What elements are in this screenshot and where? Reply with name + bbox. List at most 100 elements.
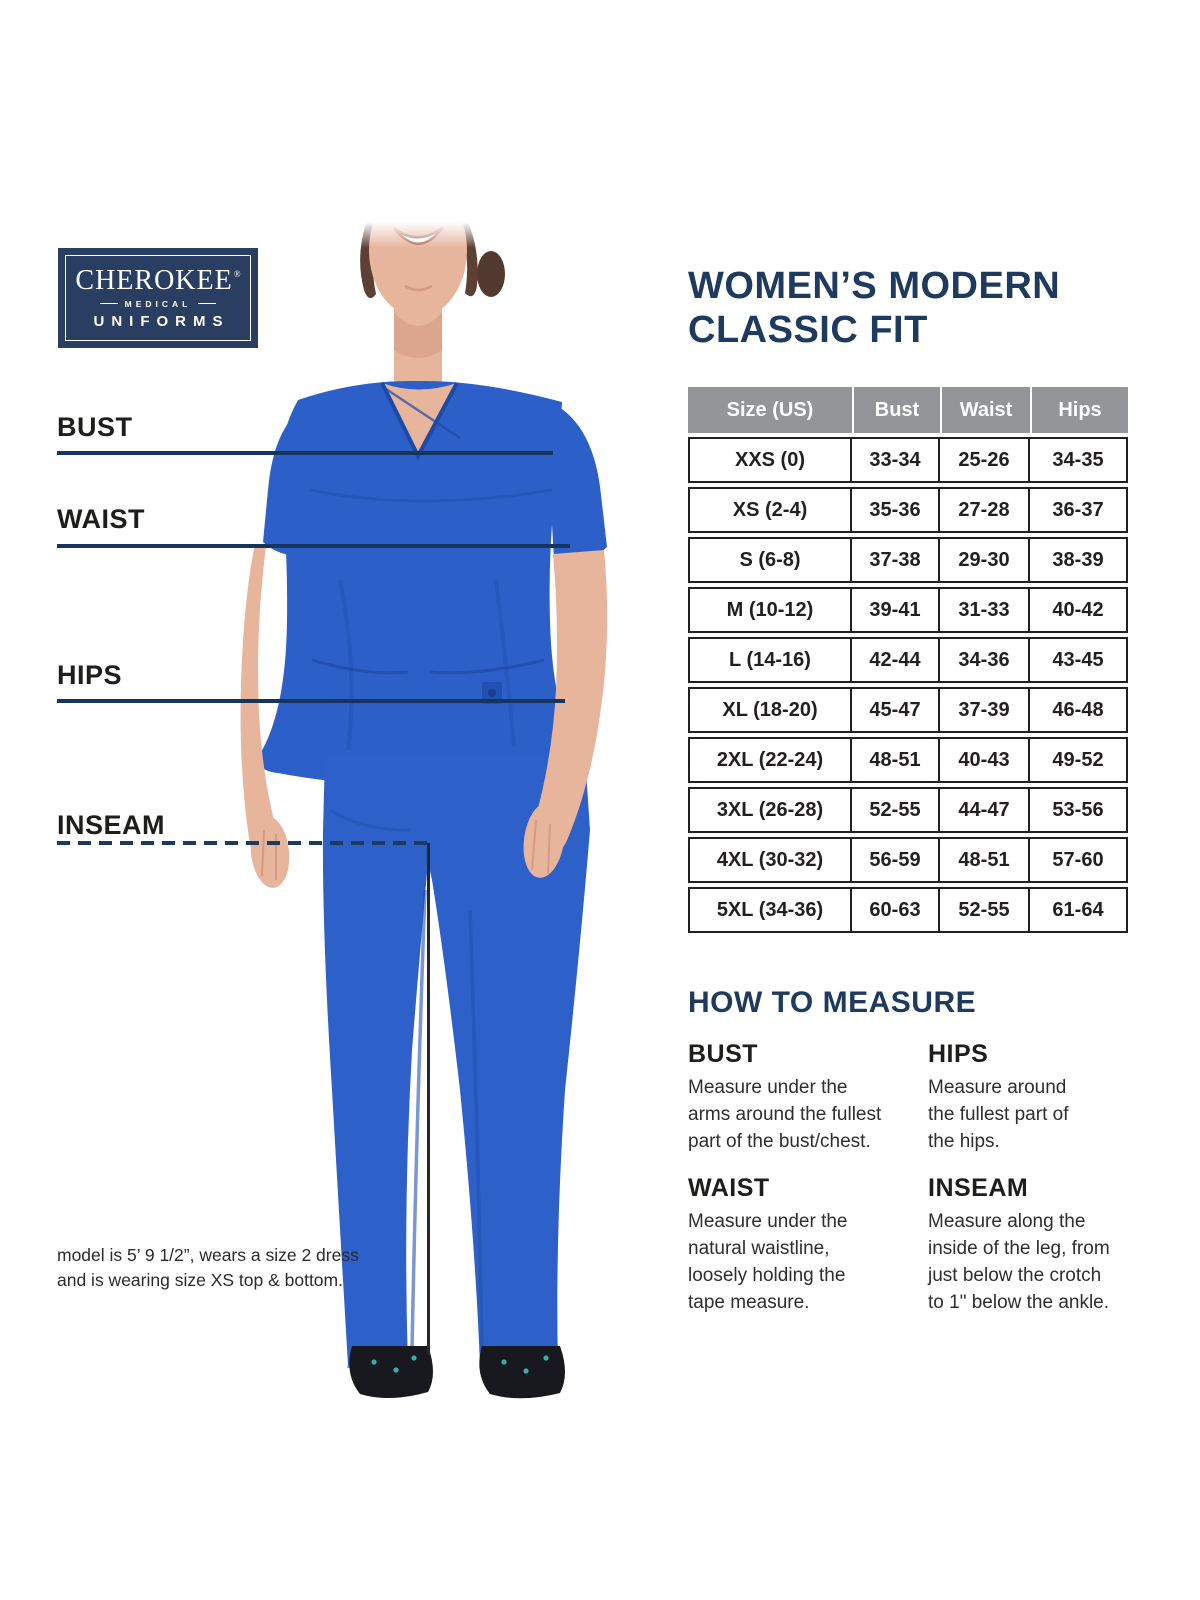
table-cell: 60-63: [850, 889, 938, 931]
table-cell: S (6-8): [739, 548, 801, 571]
table-row: XS (2-4) 35-36 27-28 36-37: [688, 487, 1128, 533]
measure-section-inseam: INSEAM Measure along the inside of the l…: [928, 1174, 1158, 1317]
brand-name: CHEROKEE®: [75, 264, 242, 296]
table-cell: XL (18-20): [722, 698, 818, 721]
measure-section-hips: HIPS Measure around the fullest part of …: [928, 1040, 1158, 1156]
table-cell: 40-43: [938, 739, 1028, 781]
model-scrub-top: [259, 380, 607, 786]
brand-division: MEDICAL: [99, 299, 217, 309]
hips-label: HIPS: [57, 660, 123, 690]
table-row: 2XL (22-24) 48-51 40-43 49-52: [688, 737, 1128, 783]
brand-logo: CHEROKEE® MEDICAL UNIFORMS: [58, 248, 258, 348]
measure-section-bust-body: Measure under the arms around the fulles…: [688, 1077, 882, 1152]
table-cell: 35-36: [850, 489, 938, 531]
table-cell: 5XL (34-36): [716, 898, 824, 921]
table-row: 5XL (34-36) 60-63 52-55 61-64: [688, 887, 1128, 933]
table-cell: 46-48: [1028, 689, 1126, 731]
table-cell: 34-36: [938, 639, 1028, 681]
table-cell: 2XL (22-24): [716, 748, 824, 771]
table-cell: Size (US): [726, 398, 814, 421]
inseam-label: INSEAM: [57, 810, 166, 840]
table-cell: 52-55: [850, 789, 938, 831]
table-cell: 57-60: [1028, 839, 1126, 881]
table-cell: 52-55: [938, 889, 1028, 931]
table-row: S (6-8) 37-38 29-30 38-39: [688, 537, 1128, 583]
table-cell: 56-59: [850, 839, 938, 881]
page-title-line1: WOMEN’S MODERN: [688, 265, 1061, 307]
size-table-rows: XXS (0) 33-34 25-26 34-35 XS (2-4) 35-36 27-28…: [688, 437, 1128, 933]
size-table-header: Size (US) Bust Waist Hips: [688, 387, 1128, 433]
dash-ornament: [99, 302, 118, 305]
waist-label: WAIST: [57, 504, 145, 534]
model-note-line2: and is wearing size XS top & bottom.: [57, 1270, 343, 1291]
how-to-measure-title: HOW TO MEASURE: [688, 986, 977, 1019]
brand-logo-frame: CHEROKEE® MEDICAL UNIFORMS: [65, 255, 251, 341]
table-cell: 25-26: [938, 439, 1028, 481]
table-cell: 31-33: [938, 589, 1028, 631]
table-row: 4XL (30-32) 56-59 48-51 57-60: [688, 837, 1128, 883]
table-cell: 34-35: [1028, 439, 1126, 481]
table-cell: 29-30: [938, 539, 1028, 581]
table-row: L (14-16) 42-44 34-36 43-45: [688, 637, 1128, 683]
table-cell: 44-47: [938, 789, 1028, 831]
table-cell: 36-37: [1028, 489, 1126, 531]
model-arms: [240, 544, 608, 888]
table-cell: 48-51: [938, 839, 1028, 881]
measure-section-hips-title: HIPS: [928, 1040, 989, 1068]
page-title-line2: CLASSIC FIT: [688, 309, 928, 352]
table-cell: L (14-16): [729, 648, 811, 671]
measure-section-waist: WAIST Measure under the natural waistlin…: [688, 1174, 918, 1317]
table-cell: 40-42: [1028, 589, 1126, 631]
table-cell: 37-38: [850, 539, 938, 581]
inseam-vertical-line: [427, 843, 430, 1355]
table-cell: 53-56: [1028, 789, 1126, 831]
table-cell: 49-52: [1028, 739, 1126, 781]
measure-section-inseam-title: INSEAM: [928, 1174, 1029, 1202]
table-cell: M (10-12): [726, 598, 814, 621]
table-cell: 43-45: [1028, 639, 1126, 681]
table-cell: Hips: [1030, 387, 1128, 433]
table-row: XL (18-20) 45-47 37-39 46-48: [688, 687, 1128, 733]
brand-product-line: UNIFORMS: [93, 312, 230, 330]
registered-mark: ®: [233, 268, 242, 279]
table-cell: 4XL (30-32): [716, 848, 824, 871]
measure-section-bust: BUST Measure under the arms around the f…: [688, 1040, 918, 1156]
model-note-line1: model is 5’ 9 1/2”, wears a size 2 dress: [57, 1245, 359, 1265]
table-cell: 27-28: [938, 489, 1028, 531]
model-note: model is 5’ 9 1/2”, wears a size 2 dress…: [57, 1243, 359, 1294]
size-table: Size (US) Bust Waist Hips XXS (0) 33-34 25-26…: [688, 387, 1128, 933]
hips-measure-line: [57, 699, 565, 703]
bust-label: BUST: [57, 412, 133, 442]
photo-fade: [300, 190, 540, 248]
table-cell: 38-39: [1028, 539, 1126, 581]
measure-section-inseam-body: Measure along the inside of the leg, fro…: [928, 1211, 1110, 1313]
waist-measure-line: [57, 544, 570, 548]
measure-section-bust-title: BUST: [688, 1040, 759, 1068]
table-cell: 61-64: [1028, 889, 1126, 931]
table-cell: 48-51: [850, 739, 938, 781]
table-cell: 42-44: [850, 639, 938, 681]
table-row: 3XL (26-28) 52-55 44-47 53-56: [688, 787, 1128, 833]
table-row: M (10-12) 39-41 31-33 40-42: [688, 587, 1128, 633]
table-cell: XS (2-4): [732, 498, 808, 521]
table-cell: 37-39: [938, 689, 1028, 731]
table-cell: Waist: [940, 387, 1030, 433]
page-title: WOMEN’S MODERN CLASSIC FIT: [688, 264, 1060, 353]
measure-section-hips-body: Measure around the fullest part of the h…: [928, 1077, 1069, 1152]
dash-ornament: [198, 302, 217, 305]
table-cell: Bust: [852, 387, 940, 433]
table-cell: 3XL (26-28): [716, 798, 824, 821]
measure-section-waist-body: Measure under the natural waistline, loo…: [688, 1211, 848, 1313]
inseam-dashed-line: [57, 841, 433, 845]
measure-section-waist-title: WAIST: [688, 1174, 770, 1202]
table-row: XXS (0) 33-34 25-26 34-35: [688, 437, 1128, 483]
bust-measure-line: [57, 451, 553, 455]
table-cell: 39-41: [850, 589, 938, 631]
model-photo: [240, 190, 608, 1399]
table-cell: XXS (0): [734, 448, 806, 471]
model-scrub-pants: [322, 755, 590, 1373]
table-cell: 45-47: [850, 689, 938, 731]
table-cell: 33-34: [850, 439, 938, 481]
model-shoes: [349, 1346, 565, 1399]
